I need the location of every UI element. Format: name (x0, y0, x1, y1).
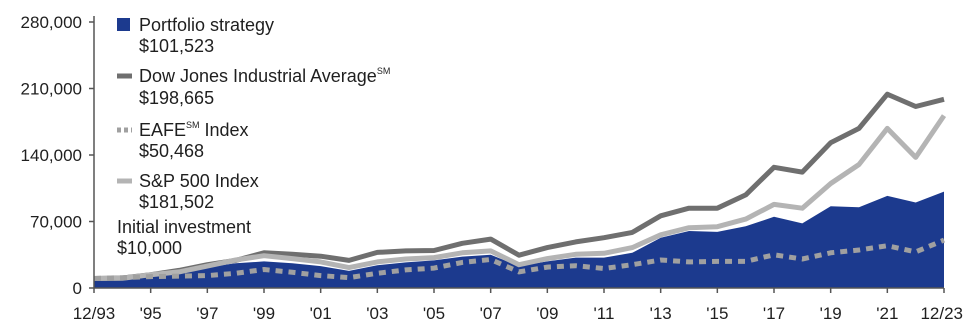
y-tick-label: 210,000 (21, 80, 82, 99)
x-tick-label: '09 (536, 304, 558, 323)
initial-investment-annotation: Initial investment $10,000 (117, 217, 251, 258)
y-tick-label: 140,000 (21, 146, 82, 165)
x-tick-label: 12/93 (73, 304, 116, 323)
x-tick-label: '03 (366, 304, 388, 323)
series-line-eafe (93, 237, 945, 281)
legend-label-eafe-sup: SM (186, 120, 200, 130)
chart-marks (93, 91, 947, 288)
x-tick-label: '99 (253, 304, 275, 323)
series-line-sp500 (93, 114, 947, 281)
legend-swatch-portfolio (117, 18, 130, 31)
chart-axes: 0 70,000 140,000 210,000 280,000 12/93 '95 '97… (21, 13, 963, 323)
y-ticks: 0 70,000 140,000 210,000 280,000 (21, 13, 94, 298)
legend-label-sp500: S&P 500 Index (139, 171, 259, 191)
x-tick-label: 12/23 (920, 304, 963, 323)
legend-item-eafe: EAFESM Index $50,468 (117, 120, 249, 161)
legend-label-eafe-name: EAFE (139, 120, 186, 140)
x-tick-label: '05 (423, 304, 445, 323)
legend-value-djia: $198,665 (139, 88, 214, 108)
legend: Portfolio strategy $101,523 Dow Jones In… (117, 15, 390, 212)
legend-value-eafe: $50,468 (139, 141, 204, 161)
x-tick-label: '19 (820, 304, 842, 323)
legend-value-portfolio: $101,523 (139, 36, 214, 56)
legend-item-portfolio: Portfolio strategy $101,523 (117, 15, 274, 56)
y-tick-label: 70,000 (30, 213, 82, 232)
x-tick-label: '95 (140, 304, 162, 323)
legend-label-djia-sup: SM (377, 66, 391, 76)
x-tick-label: '15 (706, 304, 728, 323)
x-tick-label: '97 (196, 304, 218, 323)
legend-label-djia-name: Dow Jones Industrial Average (139, 66, 377, 86)
y-tick-label: 280,000 (21, 13, 82, 32)
initial-investment-label: Initial investment (117, 217, 251, 237)
legend-label-djia: Dow Jones Industrial AverageSM (139, 66, 390, 86)
legend-label-eafe-suffix: Index (200, 120, 249, 140)
legend-label-portfolio: Portfolio strategy (139, 15, 274, 35)
initial-investment-value: $10,000 (117, 238, 182, 258)
y-tick-label: 0 (73, 279, 82, 298)
x-ticks: 12/93 '95 '97 '99 '01 '03 '05 '07 '09 '11 '13 '15 '1… (73, 288, 963, 323)
x-tick-label: '07 (480, 304, 502, 323)
x-tick-label: '21 (876, 304, 898, 323)
x-tick-label: '13 (650, 304, 672, 323)
legend-item-djia: Dow Jones Industrial AverageSM $198,665 (117, 66, 390, 108)
legend-item-sp500: S&P 500 Index $181,502 (117, 171, 259, 212)
x-tick-label: '11 (594, 304, 615, 323)
legend-value-sp500: $181,502 (139, 192, 214, 212)
x-tick-label: '17 (763, 304, 785, 323)
legend-label-eafe: EAFESM Index (139, 120, 249, 140)
x-tick-label: '01 (310, 304, 332, 323)
